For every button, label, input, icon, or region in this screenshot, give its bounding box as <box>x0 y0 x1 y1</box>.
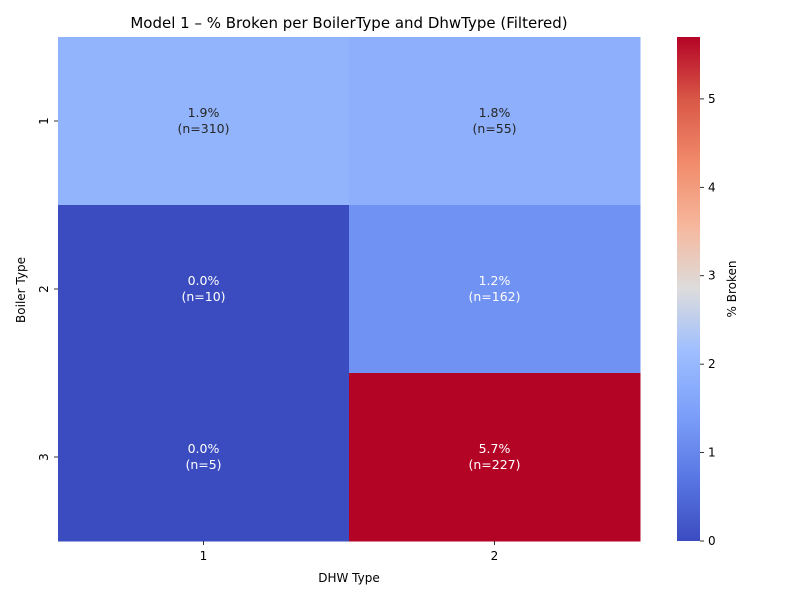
cell-count-label: (n=55) <box>472 121 516 136</box>
y-tick-label: 2 <box>37 285 51 293</box>
colorbar-tick-label: 1 <box>708 446 716 460</box>
cell-value-label: 1.8% <box>479 105 511 120</box>
cell-count-label: (n=10) <box>181 289 225 304</box>
cell-value-label: 1.2% <box>479 273 511 288</box>
heatmap-cell <box>349 205 641 374</box>
x-tick-label: 2 <box>491 549 499 563</box>
y-tick-label: 1 <box>37 117 51 125</box>
colorbar-label: % Broken <box>725 261 739 318</box>
colorbar-ticks: 0 1 2 3 4 5 <box>700 92 716 548</box>
cell-value-label: 0.0% <box>188 273 220 288</box>
colorbar <box>677 37 700 541</box>
cell-count-label: (n=5) <box>185 457 221 472</box>
colorbar-tick-label: 0 <box>708 534 716 548</box>
colorbar-gradient <box>677 37 700 541</box>
heatmap-cell <box>58 37 350 206</box>
cell-value-label: 1.9% <box>188 105 220 120</box>
x-tick-label: 1 <box>200 549 208 563</box>
x-axis-label: DHW Type <box>318 571 380 585</box>
y-tick-label: 3 <box>37 453 51 461</box>
chart-title: Model 1 – % Broken per BoilerType and Dh… <box>130 14 567 32</box>
y-axis: 1 2 3 <box>37 117 58 461</box>
cell-value-label: 5.7% <box>479 441 511 456</box>
cell-count-label: (n=227) <box>468 457 520 472</box>
colorbar-tick-label: 5 <box>708 92 716 106</box>
heatmap-cell <box>349 37 641 206</box>
cell-count-label: (n=162) <box>468 289 520 304</box>
heatmap-cell <box>58 373 350 542</box>
colorbar-tick-label: 2 <box>708 357 716 371</box>
y-axis-label: Boiler Type <box>14 257 28 323</box>
heatmap-cell <box>58 205 350 374</box>
heatmap-cells: 1.9%(n=310)1.8%(n=55)0.0%(n=10)1.2%(n=16… <box>58 37 641 542</box>
heatmap-cell <box>349 373 641 542</box>
colorbar-tick-label: 3 <box>708 269 716 283</box>
cell-count-label: (n=310) <box>177 121 229 136</box>
colorbar-tick-label: 4 <box>708 180 716 194</box>
cell-value-label: 0.0% <box>188 441 220 456</box>
